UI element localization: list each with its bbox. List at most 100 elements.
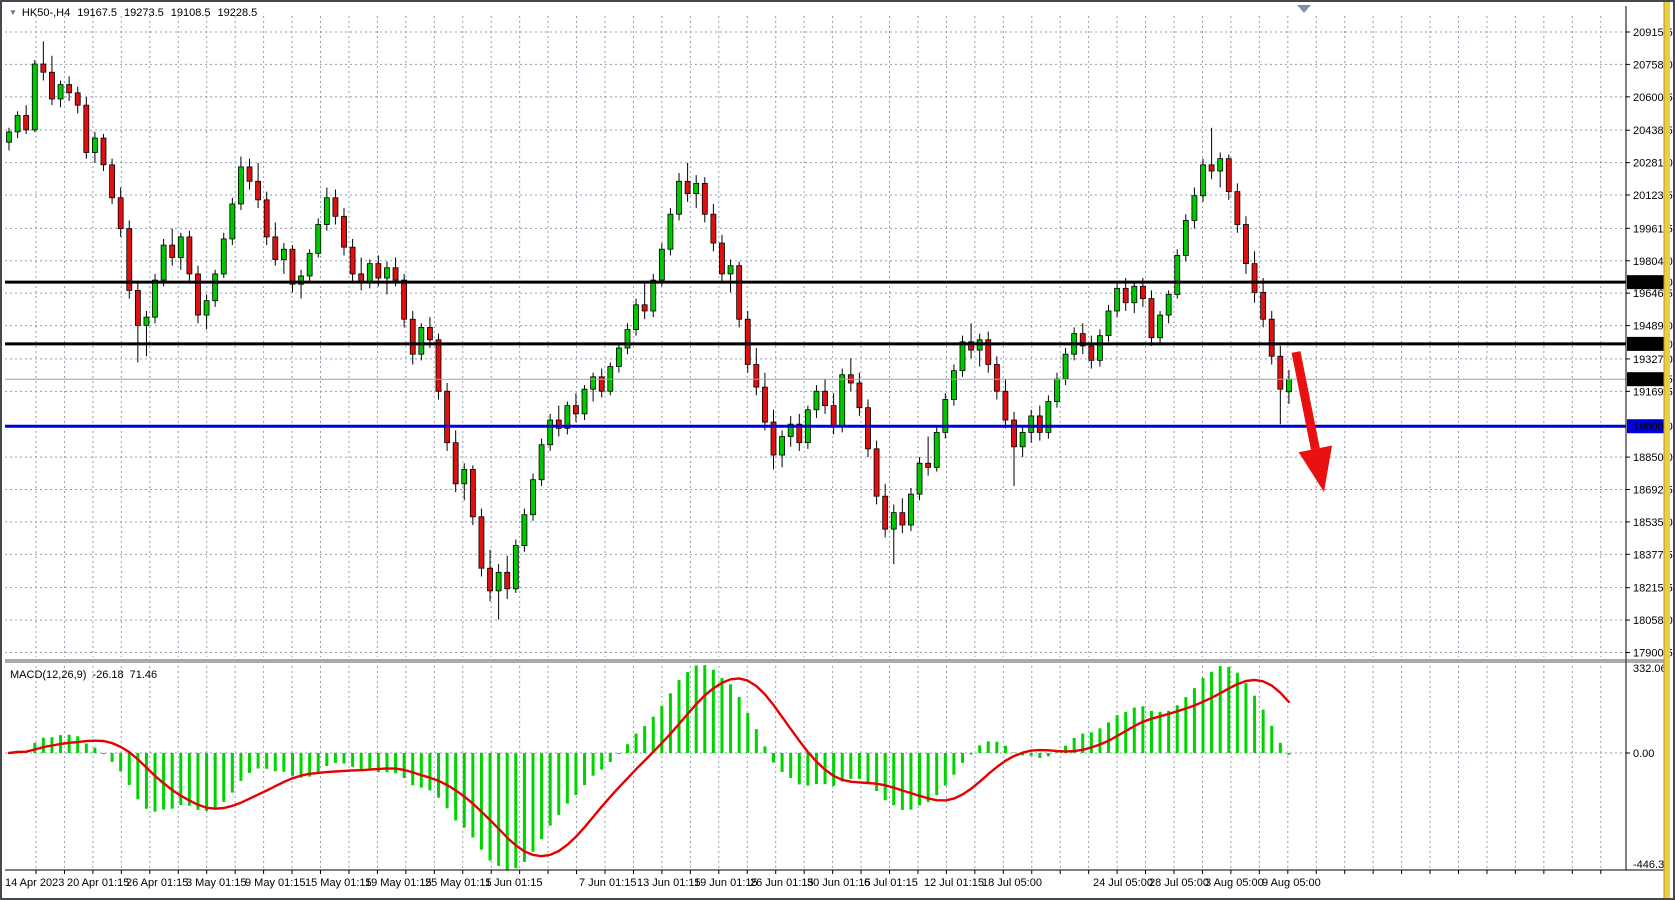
macd-histogram-bar [1244,683,1248,753]
candle-bear [134,289,141,326]
macd-histogram-bar [342,753,346,764]
candle-bear [83,104,90,153]
macd-histogram-bar [93,747,97,753]
macd-histogram-bar [909,753,913,810]
candle-bull [693,182,700,195]
macd-histogram-bar [1046,753,1050,757]
candle-bear [186,236,193,275]
time-tick-label: 1 Jun 01:15 [485,877,543,889]
macd-histogram-bar [1227,666,1231,753]
candle-bull [14,115,21,133]
macd-histogram-bar [1218,666,1222,753]
candle-bull [6,131,12,143]
macd-histogram-bar [660,705,664,753]
macd-histogram-bar [763,746,767,753]
candle-bear [993,364,1000,392]
candle-bear [126,228,133,291]
candle-bear [289,248,296,285]
candle-bull [615,347,622,367]
time-tick-label: 28 Jul 05:00 [1149,877,1209,889]
candle-bear [762,386,768,423]
candle-bear [985,339,992,365]
macd-histogram-bar [316,753,320,773]
time-tick-label: 20 Apr 01:15 [67,877,129,889]
candle-bull [1105,310,1112,337]
macd-histogram-bar [772,753,776,763]
macd-histogram-bar [711,669,715,753]
macd-histogram-bar [1261,709,1265,753]
time-tick-label: 30 Jun 01:15 [807,877,871,889]
price-tick-label: 20915.5 [1633,27,1673,39]
macd-histogram-bar [651,716,655,753]
macd-histogram-bar [1003,745,1007,753]
candle-bull [512,545,519,590]
macd-histogram-bar [522,753,526,862]
candle-bull [306,252,313,277]
time-tick-label: 26 Jun 01:15 [750,877,814,889]
price-tick-label: 20438.5 [1633,125,1673,137]
macd-histogram-bar [1201,678,1205,753]
macd-histogram-bar [849,753,853,779]
macd-histogram-bar [1081,733,1085,753]
price-badge [1627,372,1669,387]
price-tick-label: 19169.5 [1633,386,1673,398]
macd-histogram-bar [1055,752,1059,753]
candle-bull [839,374,846,427]
macd-histogram-bar [746,713,750,753]
macd-histogram-bar [248,753,252,773]
candle-bear [349,246,356,275]
macd-histogram-bar [256,753,260,769]
candle-bear [272,236,279,260]
time-tick-label: 9 May 01:15 [245,877,306,889]
macd-histogram-bar [445,753,449,809]
macd-histogram-bar [119,753,123,772]
axes-layer: 20915.5 20758.0 20600.5 20438.5 20281.0 20123… [5,2,1673,898]
macd-histogram-bar [1287,753,1291,755]
macd-histogram-bar [514,753,518,869]
time-tick-label: 24 Jul 05:00 [1093,877,1153,889]
candle-bear [822,390,828,407]
macd-histogram-bar [531,753,535,852]
candle-bear [1251,263,1258,293]
macd-histogram-bar [1175,705,1179,753]
macd-histogram-bar [875,753,879,791]
candle-bull [951,370,957,400]
macd-histogram-bar [359,753,363,771]
dropdown-triangle-icon: ▼ [9,8,17,17]
macd-histogram-bar [617,753,621,754]
macd-histogram-bar [308,753,312,777]
candle-bull [727,265,734,275]
macd-histogram-bar [668,693,672,753]
candle-bull [1131,285,1138,304]
price-badge-label: 19000.0 [1633,421,1673,433]
macd-histogram-bar [540,753,544,840]
candle-bear [49,71,55,100]
candle-bear [1148,298,1155,339]
candle-bull [495,571,502,592]
price-badge-label: 19400.0 [1633,339,1673,351]
candle-bear [710,213,717,244]
price-tick-label: 20281.0 [1633,158,1673,170]
price-tick-label: 18692.5 [1633,485,1673,497]
macd-histogram-bar [754,729,758,753]
candle-bear [573,405,579,415]
candle-bear [401,279,408,320]
macd-histogram-bar [548,753,552,826]
candle-bull [160,244,167,281]
candle-bear [555,419,562,429]
time-tick-label: 14 Apr 2023 [5,877,64,889]
candle-bear [641,304,648,312]
macd-histogram-bar [110,753,114,762]
candle-bull [590,376,597,390]
candle-bear [341,215,347,248]
macd-histogram-bar [187,753,191,806]
macd-histogram-bar [136,753,140,800]
candle-bull [890,512,897,530]
candle-bear [23,115,30,131]
candle-bull [315,224,322,254]
candle-bear [263,199,270,238]
price-tick-label: 19961.5 [1633,223,1673,235]
candle-bear [1225,158,1232,193]
